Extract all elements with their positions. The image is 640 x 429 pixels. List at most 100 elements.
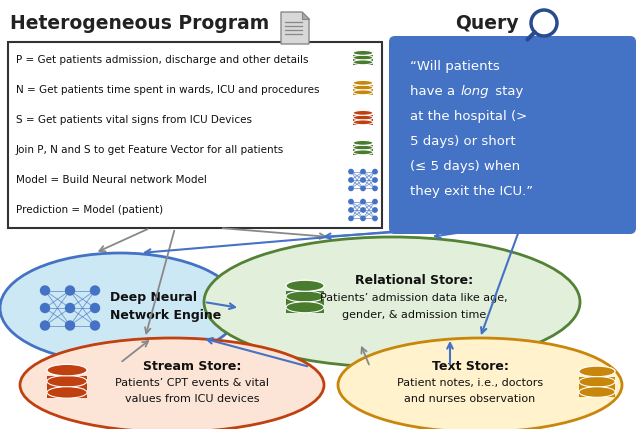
Circle shape [361,169,365,174]
Text: Model = Build Neural network Model: Model = Build Neural network Model [16,175,207,185]
Text: Query: Query [455,14,518,33]
Bar [47,376,87,387]
Text: Stream Store:: Stream Store: [143,360,241,374]
Text: Patient notes, i.e., doctors: Patient notes, i.e., doctors [397,378,543,388]
Text: Join P, N and S to get Feature Vector for all patients: Join P, N and S to get Feature Vector fo… [16,145,284,155]
Circle shape [90,286,99,295]
Bar [353,85,373,90]
Ellipse shape [47,364,87,376]
Ellipse shape [204,237,580,367]
Bar [286,302,324,313]
Ellipse shape [579,366,615,377]
Ellipse shape [353,85,373,90]
Bar [353,55,373,60]
Text: at the hospital (>: at the hospital (> [410,110,527,123]
Text: Text Store:: Text Store: [431,360,508,374]
Circle shape [373,169,377,174]
Ellipse shape [47,387,87,398]
Circle shape [373,186,377,190]
Circle shape [349,216,353,221]
Ellipse shape [353,120,373,125]
Polygon shape [302,12,309,19]
Bar [353,115,373,120]
Bar [353,90,373,95]
Text: Relational Store:: Relational Store: [355,274,473,287]
Ellipse shape [579,387,615,397]
Text: they exit the ICU.”: they exit the ICU.” [410,185,533,198]
Circle shape [361,178,365,182]
Circle shape [90,321,99,330]
Circle shape [40,303,49,312]
Bar [579,387,615,397]
Text: 5 days) or short: 5 days) or short [410,135,516,148]
Circle shape [349,199,353,204]
Ellipse shape [47,375,87,387]
Ellipse shape [353,150,373,155]
Ellipse shape [579,366,615,377]
Text: N = Get patients time spent in wards, ICU and procedures: N = Get patients time spent in wards, IC… [16,85,319,95]
Ellipse shape [47,364,87,376]
Bar [353,60,373,65]
Ellipse shape [353,55,373,60]
Circle shape [65,321,74,330]
Ellipse shape [353,81,373,85]
Bar [353,120,373,125]
Text: P = Get patients admission, discharge and other details: P = Get patients admission, discharge an… [16,55,308,65]
Circle shape [373,208,377,212]
Ellipse shape [353,110,373,115]
Circle shape [361,216,365,221]
Ellipse shape [353,81,373,85]
Circle shape [90,303,99,312]
Circle shape [65,303,74,312]
Ellipse shape [353,51,373,55]
Circle shape [361,208,365,212]
Text: long: long [461,85,490,98]
Bar [286,291,324,302]
Bar [8,42,382,228]
Bar [353,145,373,150]
Text: Network Engine: Network Engine [110,308,221,321]
Ellipse shape [579,376,615,387]
Text: and nurses observation: and nurses observation [404,394,536,404]
Ellipse shape [353,115,373,120]
Ellipse shape [286,280,324,291]
FancyBboxPatch shape [389,36,636,234]
Text: Deep Neural: Deep Neural [110,291,197,305]
Text: Prediction = Model (patient): Prediction = Model (patient) [16,205,163,215]
Text: (≤ 5 days) when: (≤ 5 days) when [410,160,520,173]
Circle shape [349,169,353,174]
Text: Patients’ admission data like age,: Patients’ admission data like age, [320,293,508,303]
Text: values from ICU devices: values from ICU devices [125,394,259,404]
Bar [47,387,87,398]
Circle shape [349,208,353,212]
Circle shape [40,321,49,330]
Ellipse shape [353,51,373,55]
Ellipse shape [353,140,373,145]
Text: stay: stay [491,85,524,98]
Ellipse shape [353,90,373,95]
Text: “Will patients: “Will patients [410,60,500,73]
Circle shape [373,199,377,204]
Ellipse shape [286,302,324,313]
Ellipse shape [286,291,324,302]
Ellipse shape [286,280,324,291]
Ellipse shape [353,110,373,115]
Circle shape [361,186,365,190]
Text: S = Get patients vital signs from ICU Devices: S = Get patients vital signs from ICU De… [16,115,252,125]
Ellipse shape [353,140,373,145]
Ellipse shape [20,338,324,429]
Text: have a: have a [410,85,460,98]
Text: Heterogeneous Program: Heterogeneous Program [10,14,269,33]
Circle shape [65,286,74,295]
Text: Patients’ CPT events & vital: Patients’ CPT events & vital [115,378,269,388]
Ellipse shape [353,60,373,65]
Ellipse shape [353,145,373,150]
Bar [353,150,373,155]
Circle shape [361,199,365,204]
Circle shape [349,178,353,182]
Ellipse shape [0,253,240,363]
Text: gender, & admission time: gender, & admission time [342,310,486,320]
Polygon shape [281,12,309,44]
Circle shape [373,178,377,182]
Ellipse shape [338,338,622,429]
